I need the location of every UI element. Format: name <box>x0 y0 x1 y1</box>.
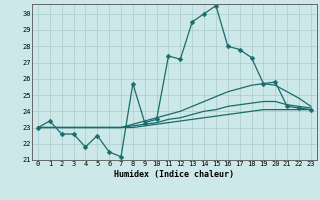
X-axis label: Humidex (Indice chaleur): Humidex (Indice chaleur) <box>115 170 234 179</box>
